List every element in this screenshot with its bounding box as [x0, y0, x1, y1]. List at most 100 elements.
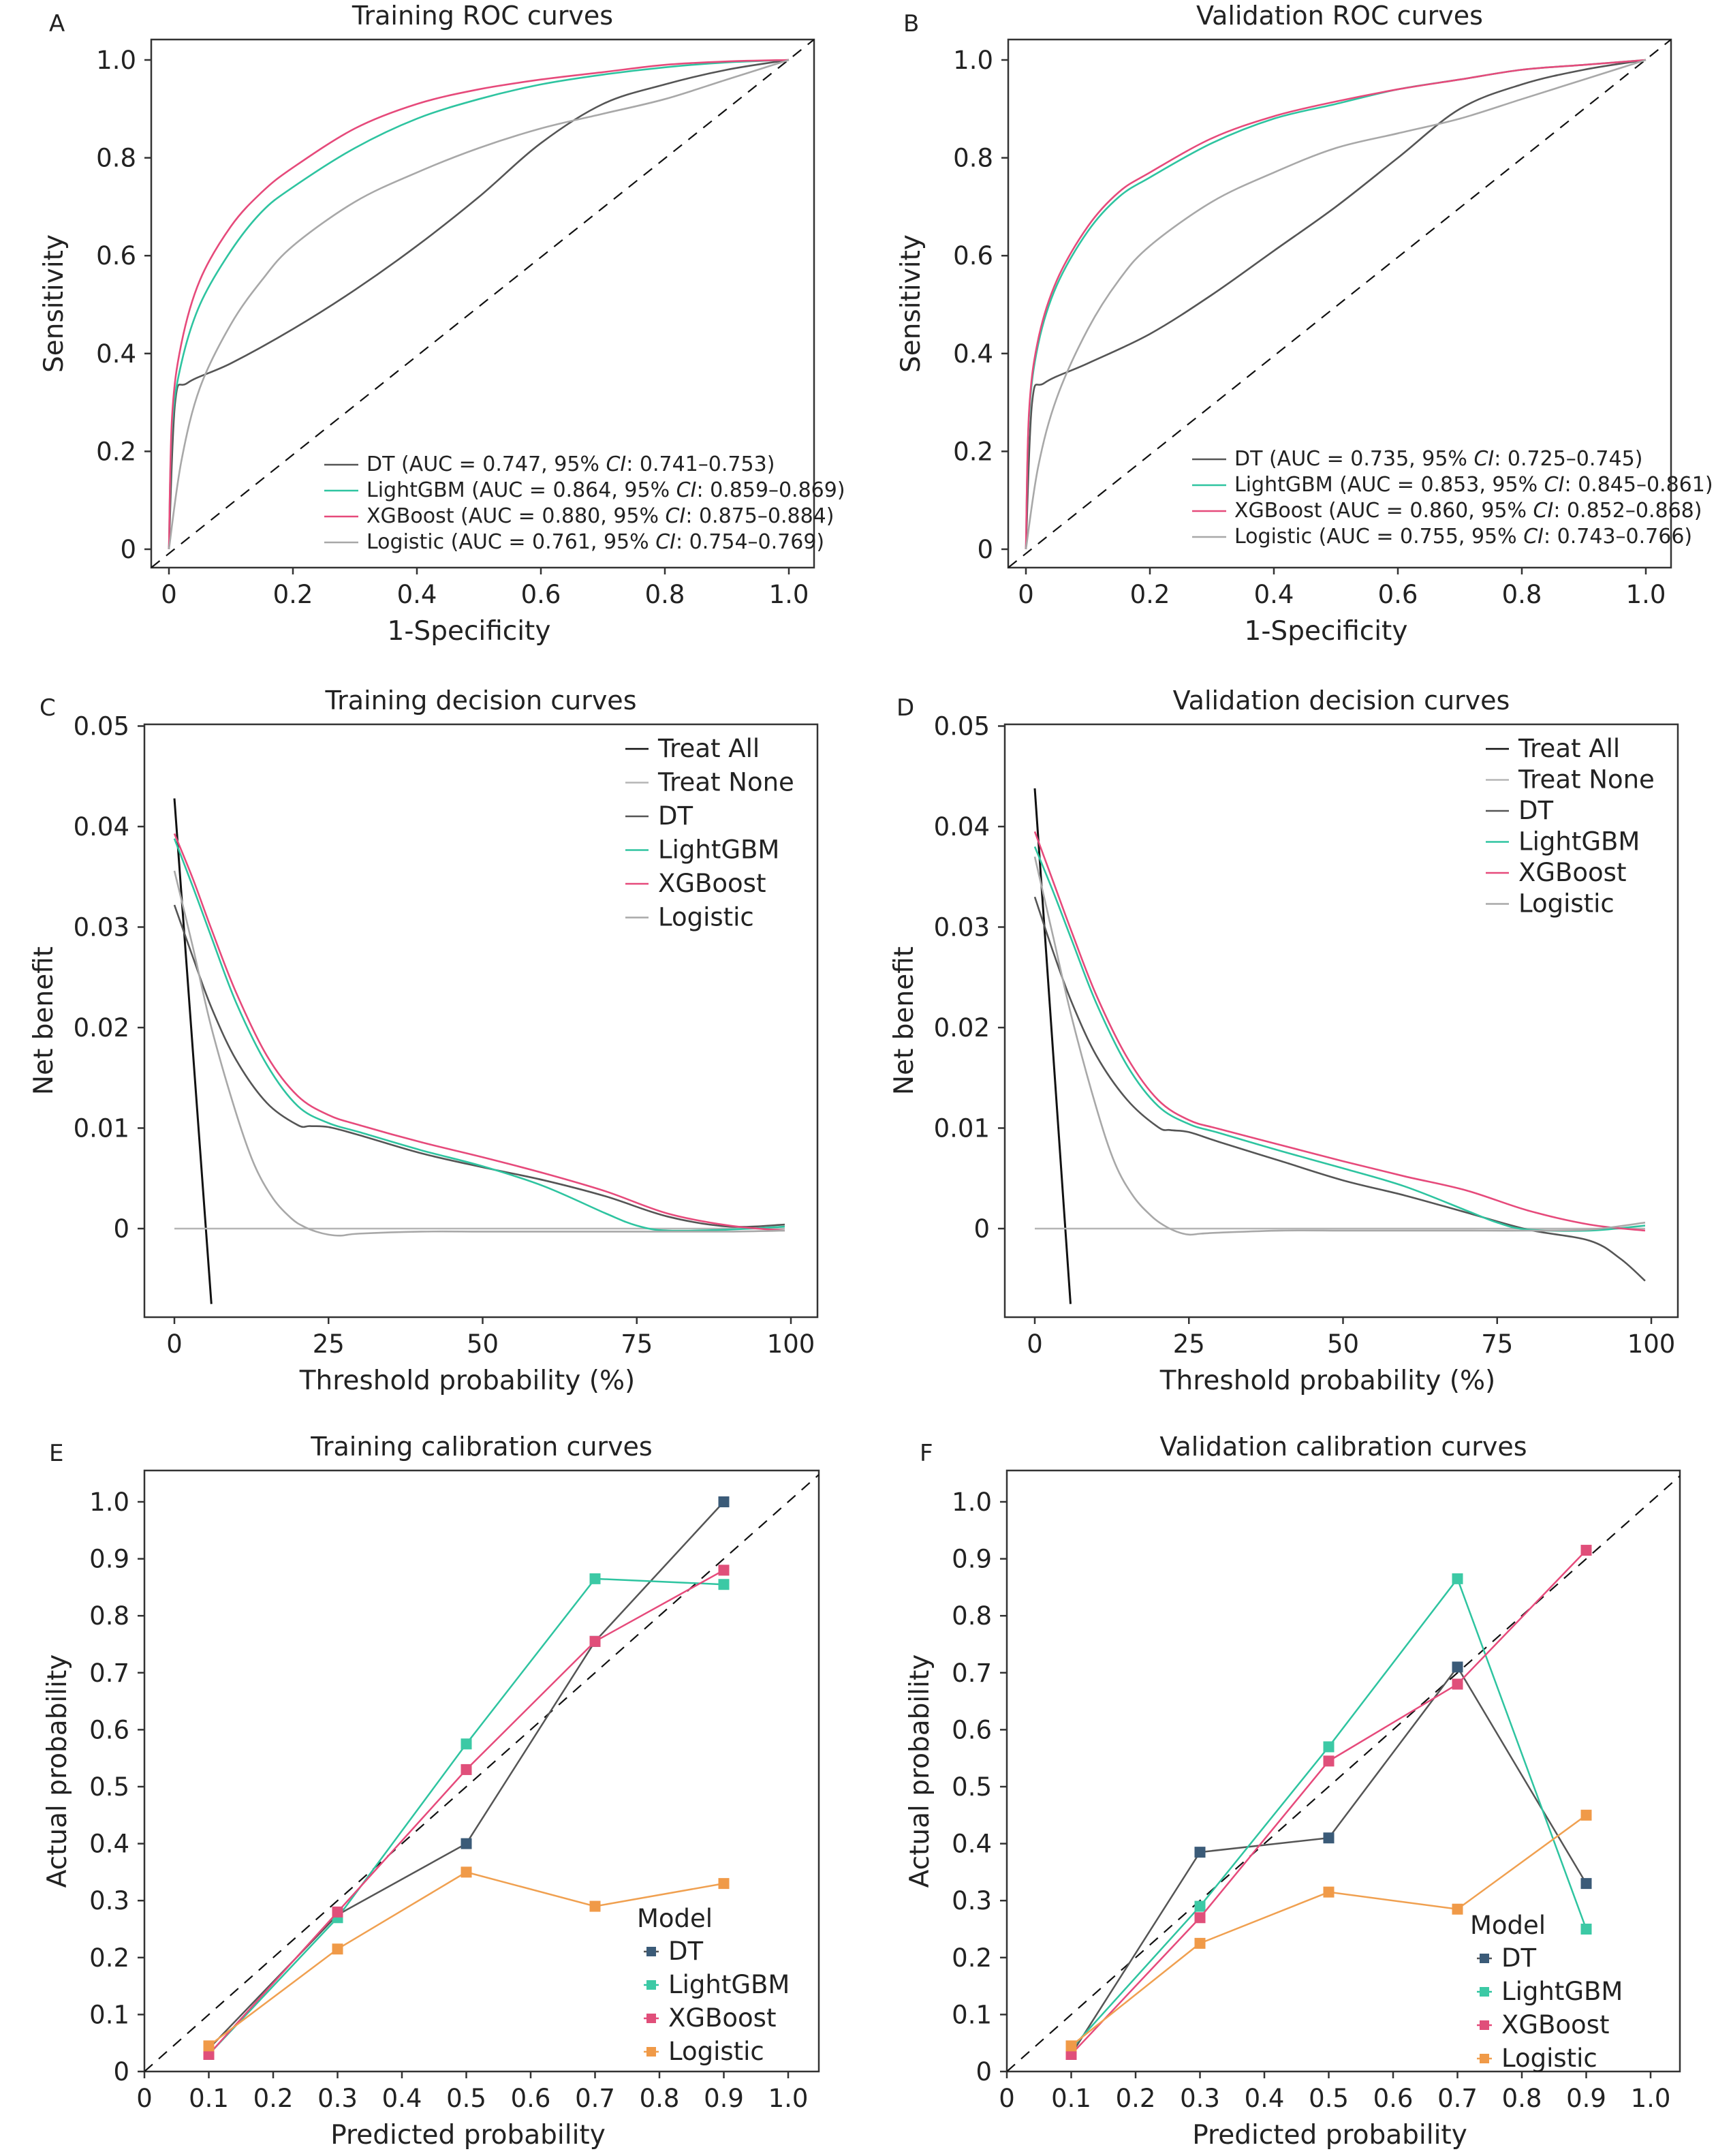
data-point-xgboost	[332, 1906, 343, 1918]
series-line-lightgbm	[168, 59, 790, 550]
series-line-lightgbm	[173, 838, 785, 1232]
y-axis: 0 0.1 0.2 0.3 0.4 0.5 0.6 0.7 0.8 0.9 1.0 Actual pr…	[42, 1488, 144, 2086]
chart-title: Training decision curves	[324, 686, 636, 715]
x-tick-label: 0.1	[189, 2084, 229, 2113]
legend-marker	[1480, 2054, 1489, 2063]
x-axis: 0 0.2 0.4 0.6 0.8 1.0 1-Specificity	[161, 568, 809, 647]
x-tick-label: 1.0	[769, 580, 809, 609]
y-tick-label: 0	[973, 1214, 990, 1244]
legend-entry: DT (AUC = 0.747, 95% CI: 0.741–0.753)	[366, 452, 775, 476]
legend-marker	[1480, 1987, 1489, 1997]
y-tick-label: 1.0	[953, 46, 993, 75]
plot-area	[1008, 40, 1671, 568]
plot-frame	[1007, 38, 1672, 569]
legend-entry: Treat All	[657, 734, 760, 763]
panel-c: C Training decision curves 0 25 50 75 100 Thres…	[29, 686, 819, 1396]
y-tick-label: 0.04	[934, 812, 990, 842]
y-tick-label: 0.05	[74, 712, 129, 741]
x-axis-label: Predicted probability	[1192, 2120, 1467, 2151]
x-axis: 0 25 50 75 100 Threshold probability (%)	[1027, 1317, 1675, 1396]
y-tick-label: 0.9	[952, 1545, 992, 1574]
chart-title: Validation ROC curves	[1196, 1, 1483, 31]
panel-a: A Training ROC curves 0 0.2 0.4 0.6 0.8 1.0 1-Sp…	[39, 1, 845, 647]
y-axis-label: Sensitivity	[896, 234, 926, 373]
x-tick-label: 0.6	[1378, 580, 1418, 609]
x-tick-label: 0.3	[1180, 2084, 1220, 2113]
series-line-xgboost	[1025, 59, 1647, 550]
legend: Model DT LightGBM XGBoost Logistic	[637, 1904, 790, 2066]
data-point-xgboost	[718, 1565, 730, 1576]
series-line-dt	[208, 1501, 725, 2050]
x-tick-label: 0.2	[273, 580, 313, 609]
legend-entry: DT	[668, 1937, 703, 1966]
x-tick-label: 0	[1027, 1329, 1043, 1359]
plot-area	[1007, 1475, 1680, 2072]
x-tick-label: 0.2	[1116, 2084, 1156, 2113]
y-axis-label: Actual probability	[42, 1654, 73, 1888]
x-tick-label: 0.7	[1437, 2084, 1478, 2113]
data-point-logistic	[332, 1943, 343, 1955]
legend-entry: XGBoost	[658, 869, 766, 898]
legend: DT (AUC = 0.735, 95% CI: 0.725–0.745)Lig…	[1192, 447, 1713, 549]
data-point-logistic	[1323, 1886, 1335, 1898]
series-line-logistic	[1025, 59, 1647, 550]
legend-entry: Logistic	[668, 2037, 764, 2066]
panel-b: B Validation ROC curves 0 0.2 0.4 0.6 0.8 1.0 1-…	[896, 1, 1713, 647]
x-tick-label: 0.2	[253, 2084, 294, 2113]
data-point-lightgbm	[589, 1573, 601, 1584]
y-tick-label: 0.02	[934, 1013, 990, 1043]
legend-entry: XGBoost	[668, 2003, 776, 2033]
panel-f: F Validation calibration curves 0 0.1 0.2 0.3…	[905, 1432, 1681, 2151]
x-tick-label: 0.9	[1566, 2084, 1606, 2113]
x-axis-label: 1-Specificity	[1245, 616, 1408, 647]
data-point-xgboost	[1194, 1912, 1206, 1924]
y-tick-label: 0.05	[934, 712, 990, 741]
y-axis: 0 0.01 0.02 0.03 0.04 0.05 Net benefit	[889, 712, 1005, 1244]
legend-entry: Treat None	[657, 768, 794, 797]
y-axis: 0 0.01 0.02 0.03 0.04 0.05 Net benefit	[29, 712, 144, 1244]
data-point-xgboost	[589, 1635, 601, 1647]
data-point-xgboost	[1452, 1678, 1463, 1690]
x-tick-label: 0.8	[1502, 580, 1542, 609]
y-tick-label: 0.3	[952, 1886, 992, 1915]
y-tick-label: 0	[113, 1214, 129, 1244]
panel-letter: B	[903, 10, 919, 37]
y-tick-label: 0.9	[89, 1545, 129, 1574]
legend-entry: LightGBM	[668, 1970, 790, 1999]
panel-letter: A	[49, 10, 65, 37]
legend-entry: XGBoost	[1518, 858, 1626, 887]
data-point-lightgbm	[1323, 1741, 1335, 1753]
series-line-logistic	[173, 870, 785, 1237]
x-tick-label: 0.3	[317, 2084, 358, 2113]
plot-frame	[1005, 1469, 1681, 2073]
legend-entry: LightGBM (AUC = 0.853, 95% CI: 0.845–0.8…	[1234, 473, 1713, 497]
data-point-dt	[1194, 1847, 1206, 1858]
plot-frame	[143, 1469, 820, 2073]
legend-entry: DT	[1501, 1943, 1536, 1973]
data-point-xgboost	[1580, 1545, 1592, 1556]
legend-entry: Logistic	[658, 903, 754, 932]
data-point-logistic	[718, 1878, 730, 1890]
y-tick-label: 0.2	[953, 437, 993, 466]
y-tick-label: 0.4	[952, 1830, 992, 1859]
x-tick-label: 50	[1327, 1329, 1359, 1359]
plot-area	[1033, 788, 1646, 1304]
legend-entry: LightGBM	[1501, 1977, 1623, 2006]
reference-diagonal	[151, 40, 814, 568]
y-tick-label: 0.4	[953, 339, 993, 369]
reference-diagonal	[1008, 40, 1671, 568]
plot-area	[173, 798, 785, 1304]
y-tick-label: 0.03	[74, 913, 129, 942]
y-tick-label: 0.4	[89, 1830, 129, 1859]
x-tick-label: 0.6	[1373, 2084, 1414, 2113]
x-tick-label: 0.5	[1309, 2084, 1349, 2113]
legend-entry: Logistic	[1518, 889, 1614, 919]
x-axis: 0 0.1 0.2 0.3 0.4 0.5 0.6 0.7 0.8 0.9 1.0 Predicted…	[999, 2072, 1670, 2151]
y-tick-label: 0.1	[952, 2000, 992, 2029]
legend-entry: DT	[658, 801, 693, 831]
y-tick-label: 0.8	[96, 144, 136, 173]
x-tick-label: 1.0	[768, 2084, 809, 2113]
series-line-lightgbm	[1033, 846, 1646, 1232]
y-tick-label: 0.6	[953, 241, 993, 271]
data-point-xgboost	[203, 2048, 215, 2060]
